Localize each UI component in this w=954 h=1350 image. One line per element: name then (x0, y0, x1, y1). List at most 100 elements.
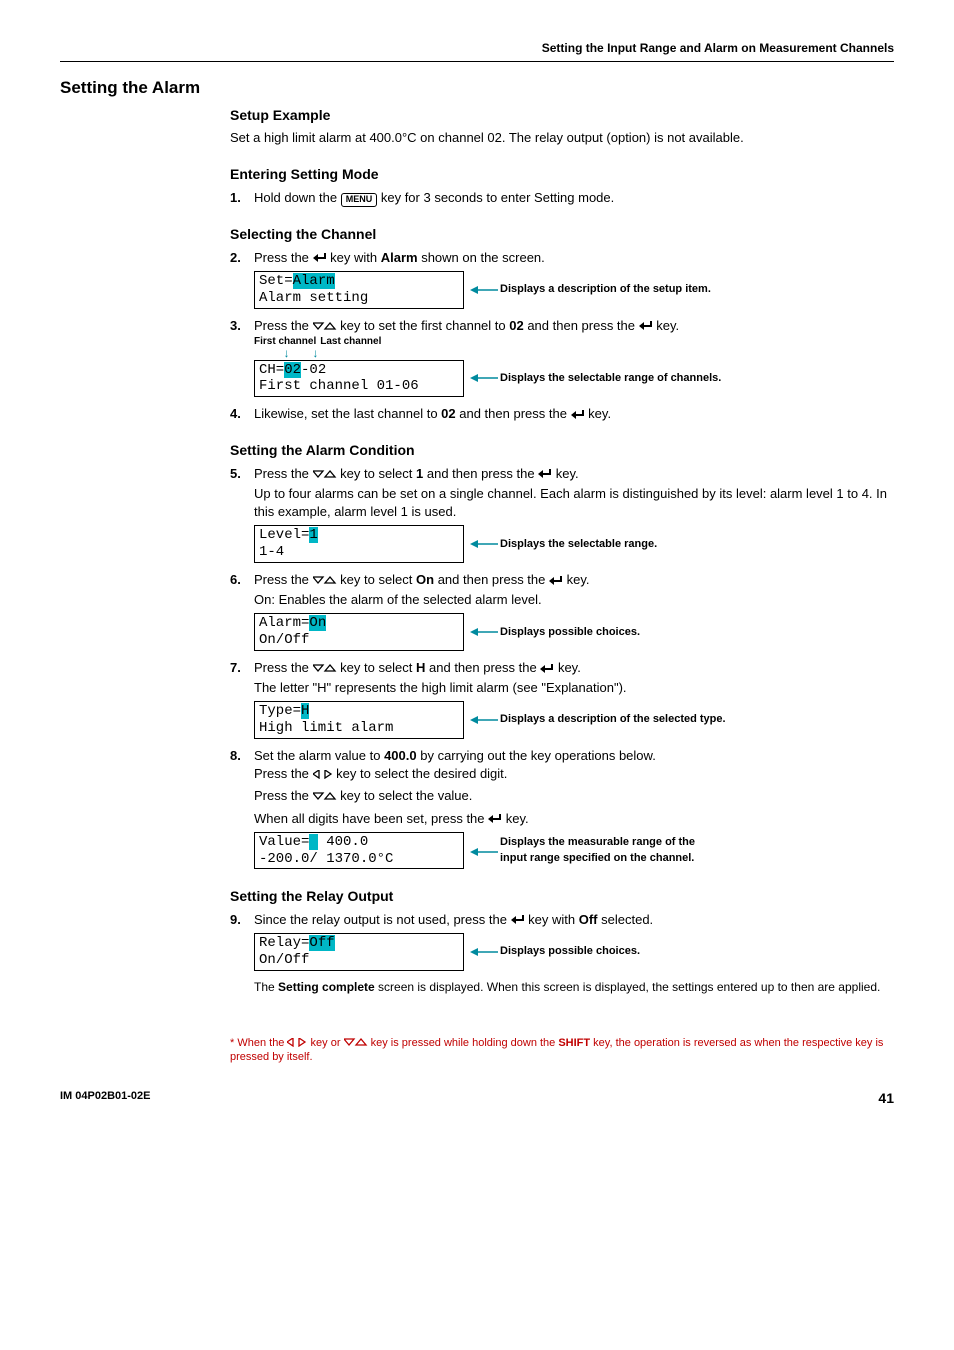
text: key. (653, 318, 680, 333)
lcd-text: First channel 01-06 (259, 378, 459, 395)
chapter-title: Setting the Input Range and Alarm on Mea… (542, 41, 894, 55)
lcd-display-8: Value= 400.0 -200.0/ 1370.0°C Displays t… (254, 832, 894, 870)
updown-key-icon (313, 576, 337, 585)
lcd-highlight: Off (309, 935, 334, 951)
text: key to set the first channel to (337, 318, 510, 333)
step-9: 9. Since the relay output is not used, p… (230, 911, 894, 929)
bold-text: Alarm (381, 250, 418, 265)
text: Press the (254, 318, 313, 333)
text: key to select (337, 572, 416, 587)
updown-key-icon (313, 322, 337, 331)
text: key with (525, 912, 579, 927)
text: When the (237, 1037, 287, 1049)
lcd-text: 400.0 (318, 834, 368, 850)
bold-text: 02 (509, 318, 523, 333)
annotation-text: Displays the measurable range of the (500, 835, 695, 850)
step-2: 2. Press the key with Alarm shown on the… (230, 249, 894, 267)
completion-note: The Setting complete screen is displayed… (254, 979, 894, 996)
step-4: 4. Likewise, set the last channel to 02 … (230, 405, 894, 423)
step-body: Press the key with Alarm shown on the sc… (254, 249, 894, 267)
lcd-display-6: Alarm=On On/Off Displays possible choice… (254, 613, 894, 651)
lcd-screen: Relay=Off On/Off (254, 933, 464, 971)
text: Press the (254, 766, 313, 781)
step-8: 8. Set the alarm value to 400.0 by carry… (230, 747, 894, 765)
updown-key-icon (344, 1038, 368, 1047)
bold-text: On (416, 572, 434, 587)
page-number: 41 (878, 1089, 894, 1109)
lcd-text: 1-4 (259, 544, 459, 561)
step-body: Hold down the MENU key for 3 seconds to … (254, 189, 894, 207)
lcd-text: -02 (301, 362, 326, 378)
bold-text: H (416, 660, 425, 675)
lcd-highlight (309, 834, 317, 850)
text: key to select (337, 660, 416, 675)
text: key with (327, 250, 381, 265)
lcd-text: -200.0/ 1370.0°C (259, 851, 459, 868)
left-arrow-icon (470, 715, 500, 725)
text: Press the (254, 788, 313, 803)
content-body: Setup Example Set a high limit alarm at … (230, 106, 894, 996)
annotation-text: Displays the selectable range of channel… (500, 371, 721, 386)
text: key. (502, 811, 529, 826)
enter-key-icon (571, 410, 585, 420)
annotation: Displays possible choices. (470, 625, 640, 640)
step-7: 7. Press the key to select H and then pr… (230, 659, 894, 697)
bold-text: 02 (441, 406, 455, 421)
annotation-text: input range specified on the channel. (500, 851, 695, 866)
shift-key-text: SHIFT (558, 1037, 590, 1049)
relay-output-heading: Setting the Relay Output (230, 887, 894, 907)
step-body-text: Up to four alarms can be set on a single… (254, 485, 894, 521)
text: key. (552, 466, 579, 481)
lcd-text: Level= (259, 527, 309, 543)
footnote-star: * (230, 1037, 234, 1049)
annotation: Displays the selectable range of channel… (470, 371, 721, 386)
step-8-line1: Press the key to select the desired digi… (254, 765, 894, 783)
left-arrow-icon (470, 285, 500, 295)
step-body: Press the key to select 1 and then press… (254, 465, 894, 522)
alarm-condition-heading: Setting the Alarm Condition (230, 441, 894, 461)
lcd-text: Alarm setting (259, 290, 459, 307)
step-1: 1. Hold down the MENU key for 3 seconds … (230, 189, 894, 207)
step-body-text: The letter "H" represents the high limit… (254, 679, 894, 697)
lcd-display-7: Type=H High limit alarm Displays a descr… (254, 701, 894, 739)
channel-labels: First channel Last channel (254, 335, 894, 349)
step-number: 2. (230, 249, 254, 267)
footnote: * When the key or key is pressed while h… (230, 1036, 894, 1066)
enter-key-icon (488, 814, 502, 824)
lcd-text: Value= (259, 834, 309, 850)
lcd-display-2: Set=Alarm Alarm setting Displays a descr… (254, 271, 894, 309)
text: and then press the (456, 406, 571, 421)
lcd-display-3: CH=02-02 First channel 01-06 Displays th… (254, 360, 894, 398)
annotation: Displays the measurable range of the inp… (470, 835, 695, 866)
lcd-screen: Level=1 1-4 (254, 525, 464, 563)
lcd-screen: Set=Alarm Alarm setting (254, 271, 464, 309)
step-5: 5. Press the key to select 1 and then pr… (230, 465, 894, 522)
last-channel-label: Last channel (320, 335, 381, 349)
text: Press the (254, 466, 313, 481)
lcd-text: CH= (259, 362, 284, 378)
annotation: Displays a description of the selected t… (470, 712, 726, 727)
text: Press the (254, 660, 313, 675)
updown-key-icon (313, 470, 337, 479)
setup-example-heading: Setup Example (230, 106, 894, 126)
annotation-text: Displays a description of the setup item… (500, 282, 711, 297)
step-body: Press the key to select On and then pres… (254, 571, 894, 609)
lcd-text: Relay= (259, 935, 309, 951)
bold-text: 400.0 (384, 748, 417, 763)
step-number: 6. (230, 571, 254, 589)
page-title: Setting the Alarm (60, 76, 894, 100)
text: key. (554, 660, 581, 675)
text: Likewise, set the last channel to (254, 406, 441, 421)
text: and then press the (425, 660, 540, 675)
text: Hold down the (254, 190, 341, 205)
text: key to select the desired digit. (333, 766, 508, 781)
text: selected. (598, 912, 654, 927)
text: screen is displayed. When this screen is… (375, 980, 881, 994)
down-arrows-icon: ↓ ↓ (254, 349, 894, 360)
leftright-key-icon (313, 770, 333, 779)
text: key to select (337, 466, 416, 481)
annotation: Displays possible choices. (470, 944, 640, 959)
lcd-display-5: Level=1 1-4 Displays the selectable rang… (254, 525, 894, 563)
text: Since the relay output is not used, pres… (254, 912, 511, 927)
leftright-key-icon (287, 1038, 307, 1047)
